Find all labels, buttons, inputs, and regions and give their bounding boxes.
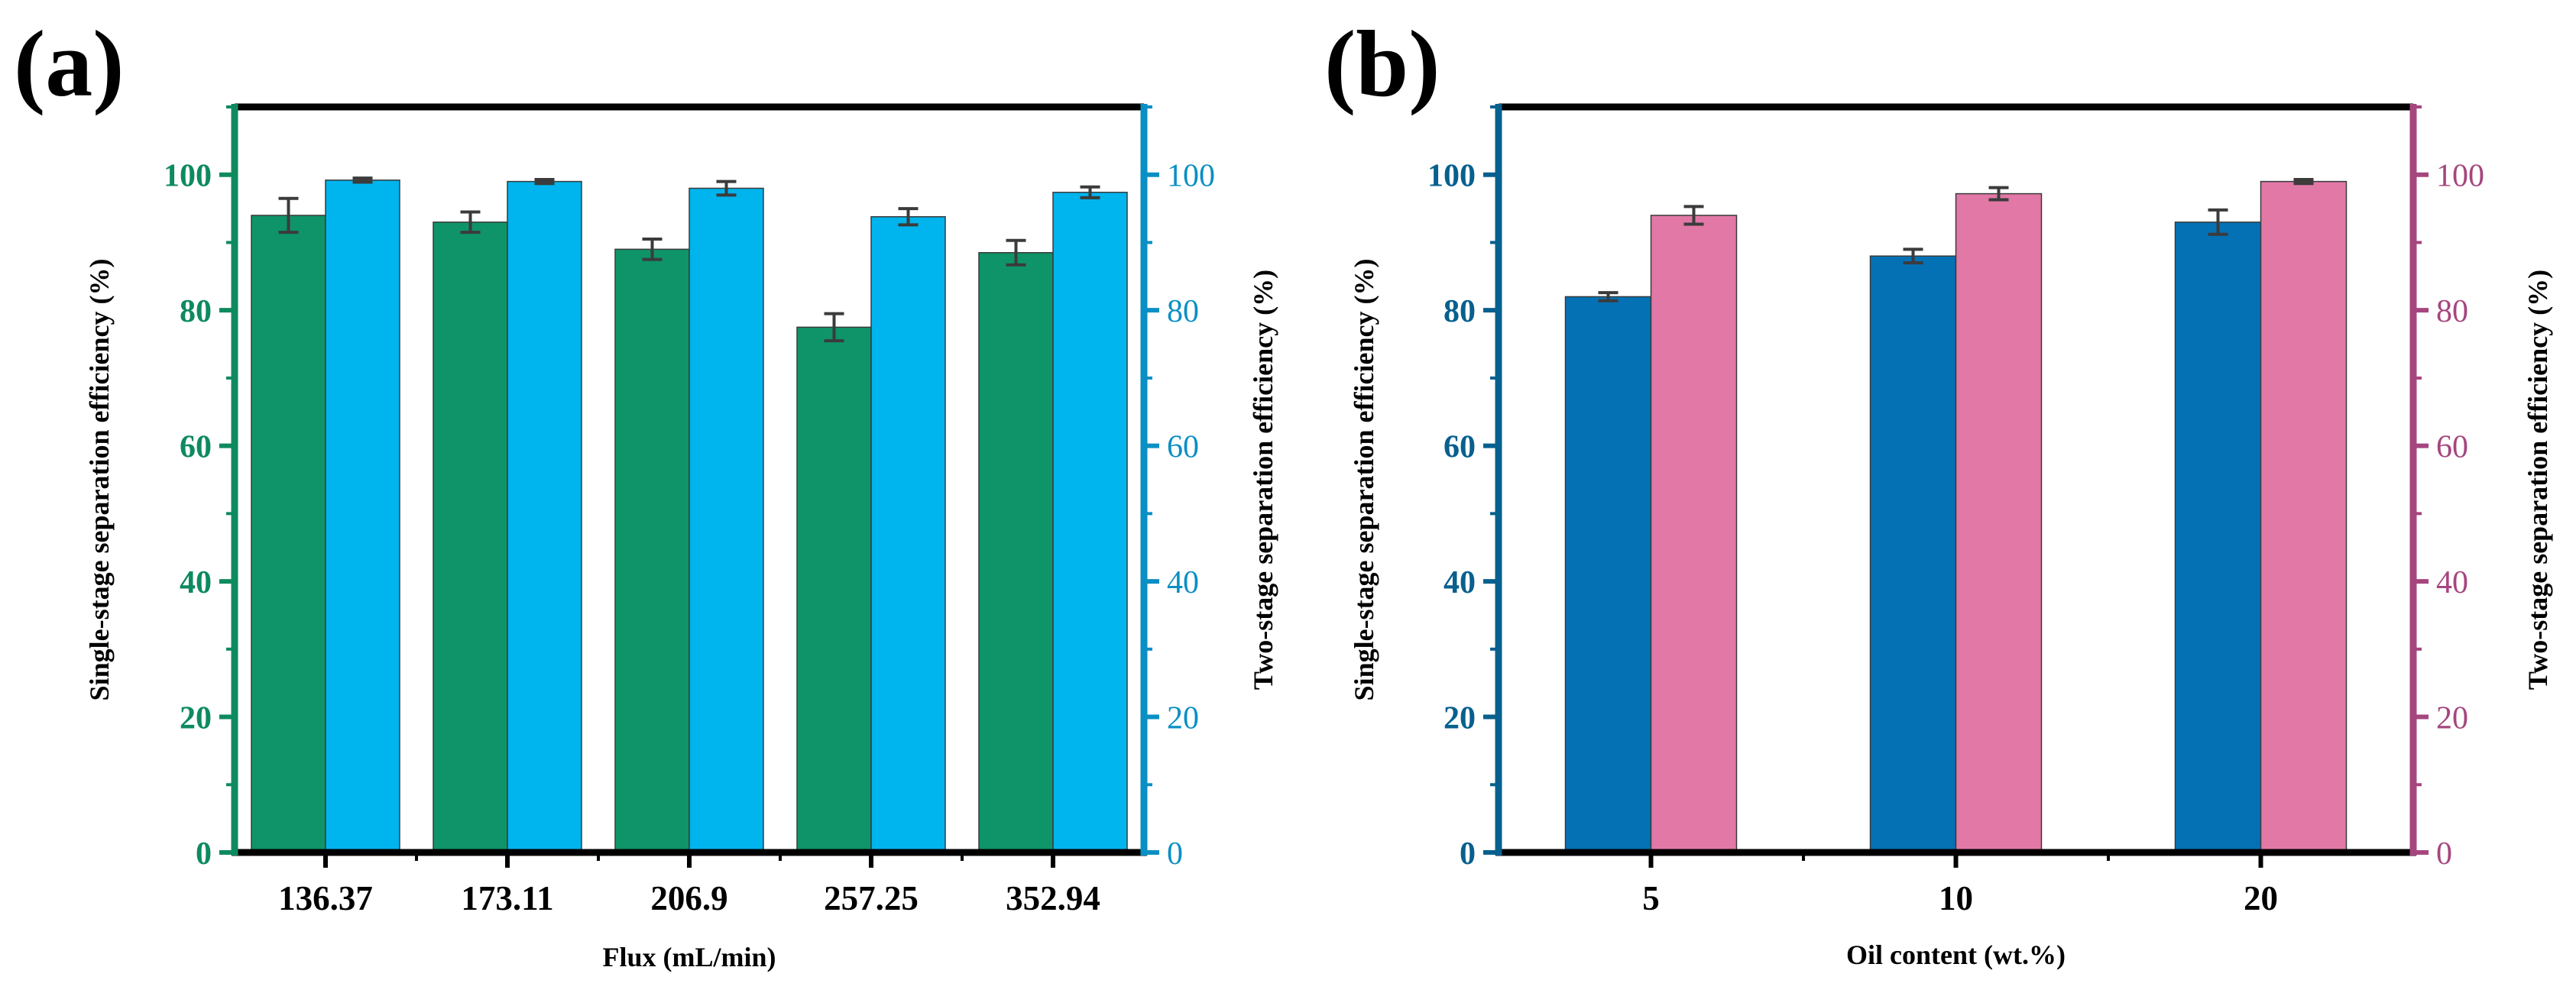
chart-panel-a: 0 0 20 20 40 40 60 60 80 80 100 100 136.37 173.11 206.… [84, 103, 1278, 972]
right-y-axis-title: Two-stage separation efficiency (%) [1248, 270, 1278, 690]
x-tick-label: 173.11 [461, 879, 553, 917]
right-y-tick-label: 40 [1167, 565, 1199, 600]
left-y-tick-label: 20 [180, 701, 212, 736]
right-y-tick-label: 40 [2436, 565, 2468, 600]
x-tick-label: 5 [1642, 879, 1660, 917]
bar-single-stage [796, 326, 872, 853]
right-y-tick-label: 0 [2436, 836, 2452, 872]
error-bar [1903, 247, 1923, 265]
right-y-tick-label: 100 [1167, 159, 1215, 194]
right-y-tick-label: 20 [1167, 701, 1199, 736]
error-bar [642, 238, 663, 261]
left-y-tick-label: 80 [180, 294, 212, 329]
right-y-tick-label: 80 [1167, 294, 1199, 329]
left-y-tick-label: 40 [1444, 565, 1476, 600]
left-y-tick-label: 100 [1427, 159, 1476, 194]
error-bar [460, 210, 481, 235]
error-bar [1683, 205, 1704, 226]
bar-two-stage [2260, 180, 2348, 853]
x-tick-label: 10 [1939, 879, 1973, 917]
left-y-tick-label: 100 [164, 159, 212, 194]
x-tick-label: 257.25 [824, 879, 919, 917]
x-axis-title: Flux (mL/min) [602, 942, 776, 972]
right-y-tick-label: 0 [1167, 836, 1183, 872]
left-y-tick-label: 80 [1444, 294, 1476, 329]
left-y-tick-label: 40 [180, 565, 212, 600]
x-tick-label: 136.37 [278, 879, 373, 917]
error-bar [1080, 185, 1100, 199]
error-bar [2293, 177, 2314, 186]
right-y-tick-label: 60 [1167, 430, 1199, 465]
bar-single-stage [614, 248, 690, 853]
bar-single-stage [251, 215, 326, 853]
left-y-tick-label: 20 [1444, 701, 1476, 736]
left-y-tick-label: 0 [196, 836, 212, 872]
left-y-tick-label: 0 [1460, 836, 1476, 872]
right-y-tick-label: 60 [2436, 430, 2468, 465]
error-bar [278, 196, 299, 235]
error-bar [534, 177, 555, 186]
x-tick-label: 352.94 [1006, 879, 1100, 917]
x-axis-title: Oil content (wt.%) [1846, 940, 2066, 970]
error-bar [1988, 186, 2009, 202]
chart-panel-b: 0 0 20 20 40 40 60 60 80 80 100 100 5 10 20 Oil content… [1349, 103, 2553, 970]
bar-single-stage [1564, 296, 1652, 853]
right-y-axis-title: Two-stage separation efficiency (%) [2523, 270, 2553, 690]
bar-two-stage [689, 187, 764, 853]
x-tick-label: 20 [2244, 879, 2278, 917]
left-y-axis-title: Single-stage separation efficiency (%) [84, 259, 115, 701]
error-bar [824, 312, 844, 343]
bar-two-stage [1955, 192, 2043, 853]
error-bar [2208, 208, 2228, 236]
panel-b-label: (b) [1324, 11, 1440, 116]
panel-a-label: (a) [14, 11, 125, 116]
bar-two-stage [870, 215, 946, 853]
error-bar [1006, 238, 1026, 267]
bar-single-stage [433, 222, 508, 853]
left-y-tick-label: 60 [1444, 430, 1476, 465]
bar-single-stage [978, 252, 1054, 853]
right-y-tick-label: 20 [2436, 701, 2468, 736]
bar-single-stage [2174, 222, 2262, 853]
right-y-tick-label: 80 [2436, 294, 2468, 329]
x-tick-label: 206.9 [650, 879, 727, 917]
error-bar [716, 180, 737, 197]
bar-two-stage [1650, 215, 1738, 853]
bar-single-stage [1869, 255, 1957, 853]
bar-two-stage [507, 180, 582, 853]
right-y-tick-label: 100 [2436, 159, 2484, 194]
error-bar [898, 207, 919, 227]
left-y-tick-label: 60 [180, 430, 212, 465]
error-bar [352, 176, 373, 184]
bar-two-stage [325, 180, 400, 853]
error-bar [1598, 291, 1619, 302]
left-y-axis-title: Single-stage separation efficiency (%) [1349, 259, 1379, 701]
bar-two-stage [1052, 192, 1128, 853]
